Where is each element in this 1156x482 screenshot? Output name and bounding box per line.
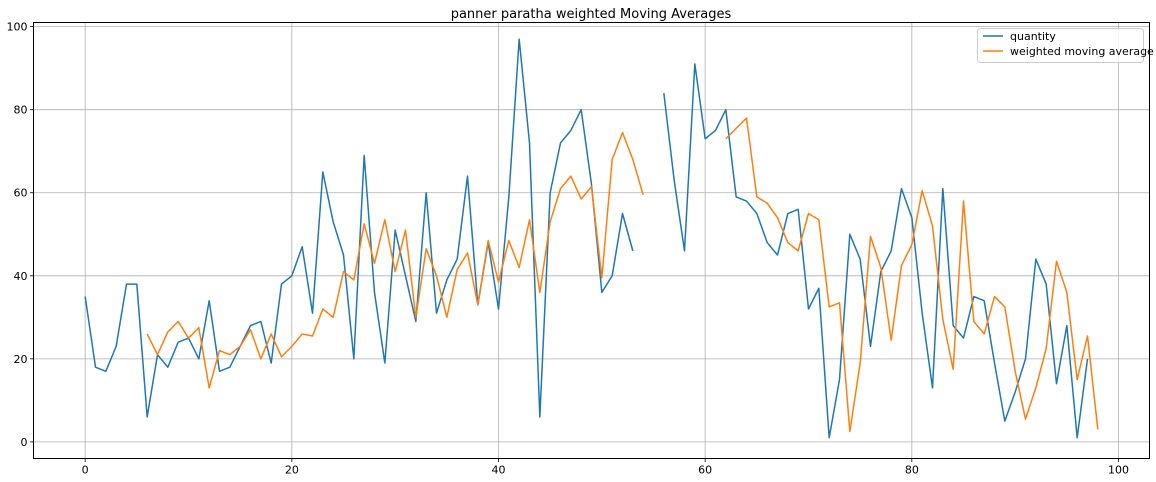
x-tick-label: 40: [492, 464, 506, 477]
y-tick-label: 60: [14, 187, 28, 200]
y-tick-label: 40: [14, 270, 28, 283]
x-tick-label: 0: [82, 464, 89, 477]
x-axis-ticks: 0 20 40 60 80 100: [82, 458, 1129, 477]
x-tick-label: 100: [1108, 464, 1129, 477]
legend-label-quantity: quantity: [1010, 30, 1056, 43]
y-tick-label: 0: [21, 436, 28, 449]
y-axis-ticks: 0 20 40 60 80 100: [7, 21, 34, 449]
y-tick-label: 80: [14, 104, 28, 117]
grid: [33, 22, 1150, 459]
x-tick-label: 60: [698, 464, 712, 477]
y-tick-label: 20: [14, 353, 28, 366]
legend: quantity weighted moving average: [977, 28, 1154, 63]
y-tick-label: 100: [7, 21, 28, 34]
legend-box: [977, 28, 1144, 63]
legend-label-weighted-moving-average: weighted moving average: [1010, 45, 1154, 58]
series-line-quantity: [84, 38, 1089, 439]
plot-frame: [33, 22, 1150, 459]
series-lines: [84, 38, 1099, 439]
chart-title: panner paratha weighted Moving Averages: [451, 7, 732, 22]
series-line-weighted-moving-average: [146, 117, 1099, 433]
x-tick-label: 20: [285, 464, 299, 477]
x-tick-label: 80: [905, 464, 919, 477]
